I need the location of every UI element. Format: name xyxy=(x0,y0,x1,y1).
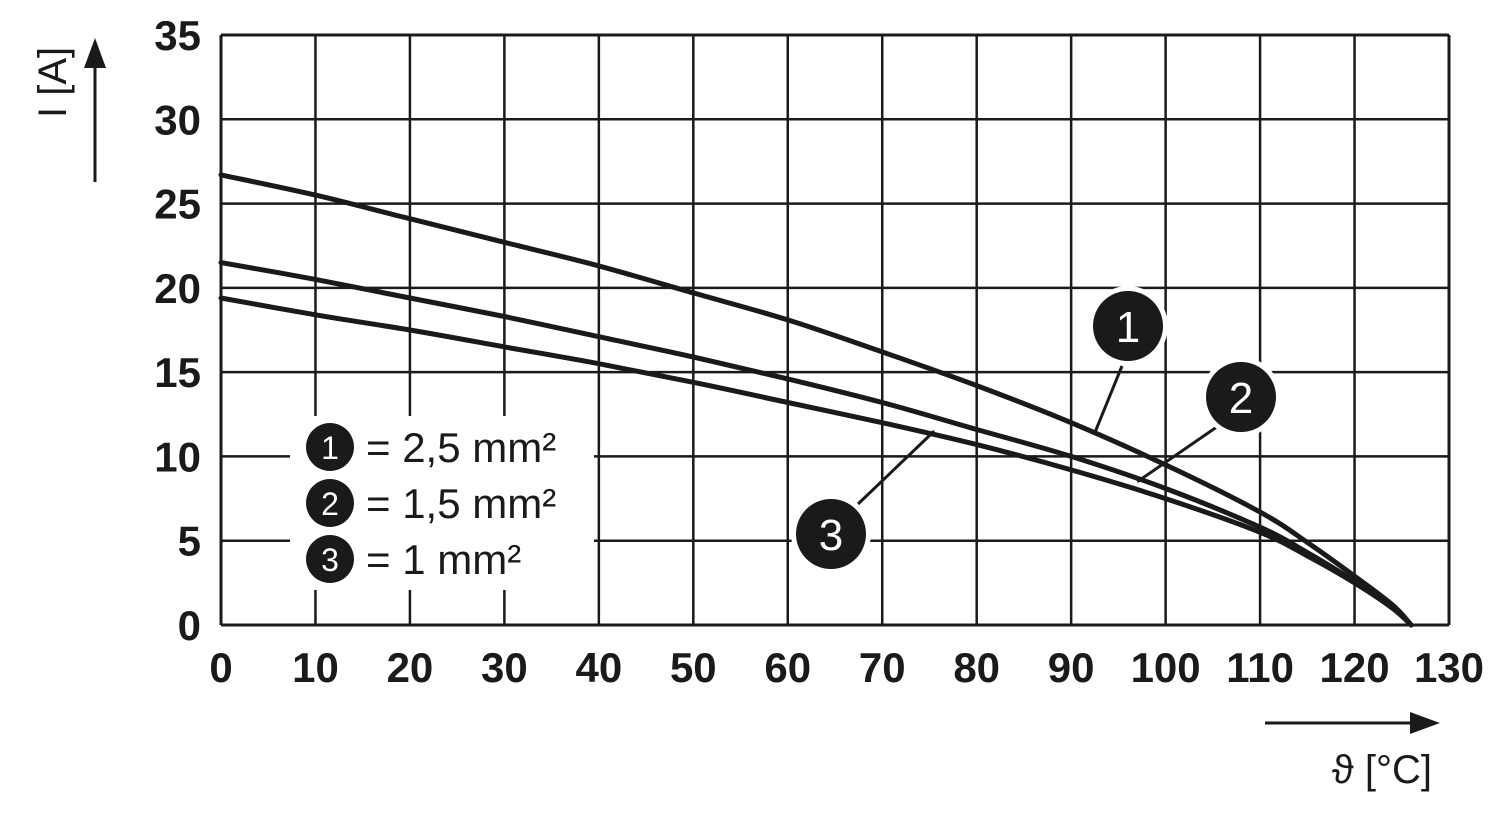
series-line-3 xyxy=(218,295,1414,628)
legend-items: 1 = 2,5 mm² 2 = 1,5 mm² 3 = 1 mm² xyxy=(306,423,556,583)
x-tick-label: 100 xyxy=(1131,644,1201,691)
callout-leader-3 xyxy=(856,430,936,506)
series-line-2 xyxy=(218,260,1414,628)
legend-badge-label: 2 xyxy=(321,486,339,522)
y-tick-label: 5 xyxy=(178,518,201,565)
callout-badge-1 xyxy=(1093,291,1163,361)
series-callouts: 1 2 3 xyxy=(791,286,1281,574)
y-tick-label: 15 xyxy=(154,349,201,396)
x-axis-ticks: 0 10 20 30 40 50 60 70 80 90 100 110 120 130 xyxy=(209,644,1484,691)
y-tick-label: 0 xyxy=(178,602,201,649)
legend-entry-label: = 2,5 mm² xyxy=(366,424,556,471)
x-tick-label: 20 xyxy=(387,644,434,691)
y-axis-label: I [A] xyxy=(31,47,75,118)
x-tick-label: 80 xyxy=(953,644,1000,691)
callout-badge-label: 3 xyxy=(819,511,843,560)
x-axis-label-group: ϑ [°C] xyxy=(1265,712,1440,792)
y-tick-label: 20 xyxy=(154,265,201,312)
x-tick-label: 60 xyxy=(764,644,811,691)
y-axis-label-group: I [A] xyxy=(31,38,106,182)
x-tick-label: 110 xyxy=(1226,644,1294,691)
legend-entry-label: = 1 mm² xyxy=(366,536,521,583)
legend-badge-2 xyxy=(306,479,354,527)
callout-badge-2 xyxy=(1206,362,1276,432)
x-axis-arrow-head xyxy=(1410,712,1440,734)
callout-badge-3 xyxy=(796,499,866,569)
x-tick-label: 40 xyxy=(575,644,622,691)
x-tick-label: 130 xyxy=(1414,644,1484,691)
x-tick-label: 30 xyxy=(481,644,528,691)
y-tick-label: 30 xyxy=(154,96,201,143)
x-axis-label: ϑ [°C] xyxy=(1332,748,1432,792)
y-axis-ticks: 0 5 10 15 20 25 30 35 xyxy=(154,12,201,649)
legend-badge-label: 1 xyxy=(321,430,339,466)
y-tick-label: 35 xyxy=(154,12,201,59)
legend-badge-1 xyxy=(306,423,354,471)
y-tick-label: 25 xyxy=(154,181,201,228)
x-tick-label: 90 xyxy=(1048,644,1095,691)
x-tick-label: 70 xyxy=(859,644,906,691)
callout-leader-2 xyxy=(1136,420,1225,483)
series-lines xyxy=(218,172,1414,628)
y-tick-label: 10 xyxy=(154,433,201,480)
callout-badge-label: 1 xyxy=(1116,303,1140,352)
y-axis-arrow-head xyxy=(84,38,106,68)
x-tick-label: 0 xyxy=(209,644,232,691)
callout-badge-label: 2 xyxy=(1229,374,1253,423)
legend-badge-3 xyxy=(306,535,354,583)
series-line-1 xyxy=(218,172,1414,628)
x-tick-label: 50 xyxy=(670,644,717,691)
grid xyxy=(219,33,1451,627)
callout-leader-1 xyxy=(1093,365,1124,434)
legend: 1 = 2,5 mm² 2 = 1,5 mm² 3 = 1 mm² xyxy=(290,416,594,590)
x-tick-label: 10 xyxy=(292,644,339,691)
x-tick-label: 120 xyxy=(1319,644,1389,691)
legend-entry-label: = 1,5 mm² xyxy=(366,480,556,527)
legend-badge-label: 3 xyxy=(321,542,339,578)
